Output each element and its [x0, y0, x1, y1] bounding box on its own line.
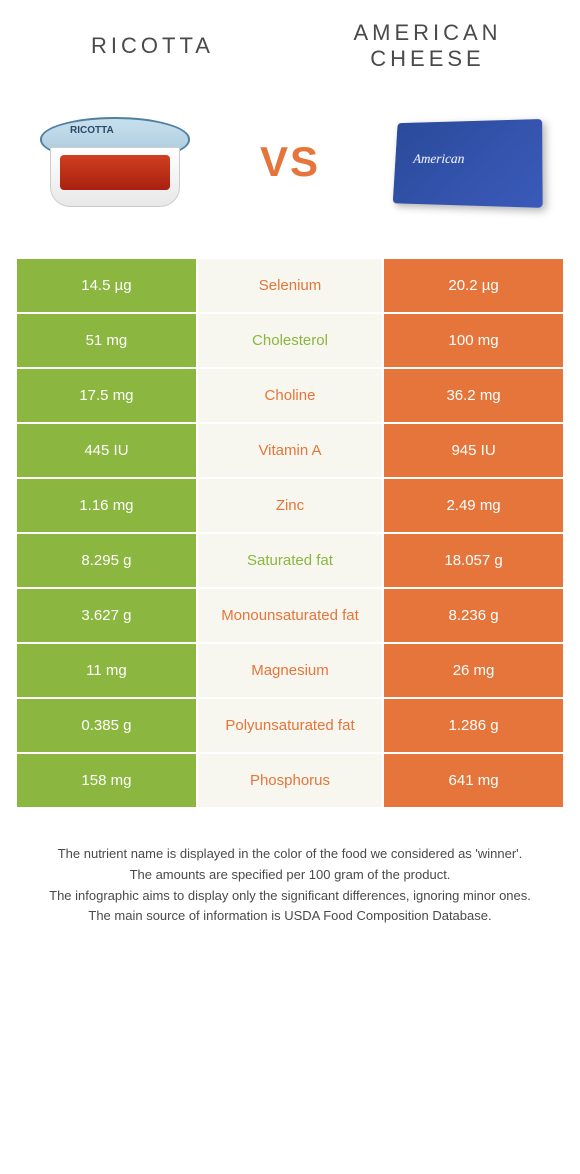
- table-row: 11 mgMagnesium26 mg: [17, 644, 563, 697]
- footer-line: The main source of information is USDA F…: [25, 906, 555, 927]
- footer-line: The nutrient name is displayed in the co…: [25, 844, 555, 865]
- nutrient-table: 14.5 µgSelenium20.2 µg51 mgCholesterol10…: [15, 257, 565, 809]
- table-row: 0.385 gPolyunsaturated fat1.286 g: [17, 699, 563, 752]
- right-value-cell: 2.49 mg: [384, 479, 563, 532]
- nutrient-name-cell: Phosphorus: [198, 754, 382, 807]
- left-value-cell: 158 mg: [17, 754, 196, 807]
- header-row: Ricotta American cheese: [15, 20, 565, 72]
- left-value-cell: 11 mg: [17, 644, 196, 697]
- nutrient-name-cell: Zinc: [198, 479, 382, 532]
- right-value-cell: 36.2 mg: [384, 369, 563, 422]
- table-row: 8.295 gSaturated fat18.057 g: [17, 534, 563, 587]
- nutrient-name-cell: Magnesium: [198, 644, 382, 697]
- nutrient-name-cell: Selenium: [198, 259, 382, 312]
- left-value-cell: 0.385 g: [17, 699, 196, 752]
- left-value-cell: 1.16 mg: [17, 479, 196, 532]
- table-row: 17.5 mgCholine36.2 mg: [17, 369, 563, 422]
- nutrient-name-cell: Choline: [198, 369, 382, 422]
- footer-notes: The nutrient name is displayed in the co…: [15, 844, 565, 927]
- right-value-cell: 8.236 g: [384, 589, 563, 642]
- nutrient-name-cell: Monounsaturated fat: [198, 589, 382, 642]
- left-value-cell: 14.5 µg: [17, 259, 196, 312]
- left-value-cell: 17.5 mg: [17, 369, 196, 422]
- american-brand-label: American: [413, 152, 465, 168]
- footer-line: The amounts are specified per 100 gram o…: [25, 865, 555, 886]
- table-row: 158 mgPhosphorus641 mg: [17, 754, 563, 807]
- table-row: 1.16 mgZinc2.49 mg: [17, 479, 563, 532]
- left-value-cell: 445 IU: [17, 424, 196, 477]
- american-cheese-image: American: [375, 97, 555, 227]
- right-product-title: American cheese: [298, 20, 558, 72]
- right-value-cell: 26 mg: [384, 644, 563, 697]
- nutrient-name-cell: Vitamin A: [198, 424, 382, 477]
- left-value-cell: 8.295 g: [17, 534, 196, 587]
- ricotta-image: RICOTTA: [25, 97, 205, 227]
- table-row: 51 mgCholesterol100 mg: [17, 314, 563, 367]
- left-value-cell: 3.627 g: [17, 589, 196, 642]
- left-value-cell: 51 mg: [17, 314, 196, 367]
- table-row: 14.5 µgSelenium20.2 µg: [17, 259, 563, 312]
- table-row: 3.627 gMonounsaturated fat8.236 g: [17, 589, 563, 642]
- nutrient-name-cell: Saturated fat: [198, 534, 382, 587]
- product-images-row: RICOTTA VS American: [15, 97, 565, 227]
- right-value-cell: 945 IU: [384, 424, 563, 477]
- nutrient-name-cell: Polyunsaturated fat: [198, 699, 382, 752]
- right-value-cell: 18.057 g: [384, 534, 563, 587]
- ricotta-brand-label: RICOTTA: [70, 125, 114, 136]
- left-product-title: Ricotta: [23, 33, 283, 59]
- right-value-cell: 20.2 µg: [384, 259, 563, 312]
- table-row: 445 IUVitamin A945 IU: [17, 424, 563, 477]
- nutrient-name-cell: Cholesterol: [198, 314, 382, 367]
- footer-line: The infographic aims to display only the…: [25, 886, 555, 907]
- right-value-cell: 100 mg: [384, 314, 563, 367]
- right-value-cell: 641 mg: [384, 754, 563, 807]
- right-value-cell: 1.286 g: [384, 699, 563, 752]
- vs-label: VS: [240, 112, 340, 212]
